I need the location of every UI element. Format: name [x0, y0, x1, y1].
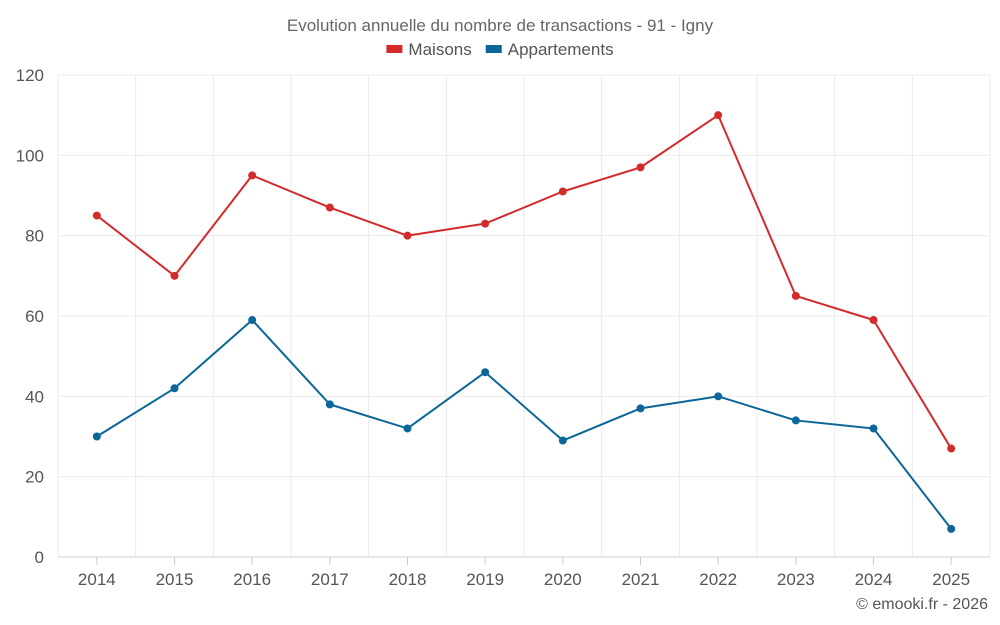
x-tick-label: 2014 — [78, 570, 116, 589]
data-point-maisons[interactable] — [403, 231, 412, 240]
x-tick-label: 2025 — [932, 570, 970, 589]
grid — [57, 74, 991, 558]
x-tick-label: 2019 — [466, 570, 504, 589]
data-point-appartements[interactable] — [403, 424, 412, 433]
y-tick-label: 60 — [25, 307, 44, 326]
data-point-maisons[interactable] — [481, 219, 490, 228]
data-point-appartements[interactable] — [869, 424, 878, 433]
data-point-maisons[interactable] — [636, 163, 645, 172]
y-tick-label: 20 — [25, 468, 44, 487]
data-point-maisons[interactable] — [170, 271, 179, 280]
x-axis: 2014 2015 2016 2017 2018 2019 2020 2021 2022 2023… — [78, 557, 970, 589]
data-point-appartements[interactable] — [714, 392, 723, 401]
x-tick-label: 2016 — [233, 570, 271, 589]
x-tick-label: 2018 — [389, 570, 427, 589]
y-tick-label: 80 — [25, 227, 44, 246]
data-point-maisons[interactable] — [714, 111, 723, 120]
legend-item-maisons[interactable]: Maisons — [386, 40, 472, 59]
x-tick-label: 2015 — [156, 570, 194, 589]
data-point-maisons[interactable] — [947, 444, 956, 453]
y-tick-label: 100 — [16, 146, 44, 165]
data-point-appartements[interactable] — [558, 436, 567, 445]
y-tick-label: 40 — [25, 387, 44, 406]
x-tick-label: 2024 — [855, 570, 893, 589]
data-point-maisons[interactable] — [92, 211, 101, 220]
y-tick-label: 0 — [35, 548, 44, 567]
legend: Maisons Appartements — [386, 40, 614, 59]
legend-label: Appartements — [508, 40, 614, 59]
plot-area — [92, 111, 956, 533]
y-tick-label: 120 — [16, 66, 44, 85]
credit-text: © emooki.fr - 2026 — [856, 596, 988, 613]
legend-label: Maisons — [408, 40, 471, 59]
data-point-maisons[interactable] — [558, 187, 567, 196]
x-tick-label: 2017 — [311, 570, 349, 589]
data-point-maisons[interactable] — [869, 316, 878, 325]
data-point-maisons[interactable] — [248, 171, 257, 180]
data-point-appartements[interactable] — [481, 368, 490, 377]
chart-title: Evolution annuelle du nombre de transact… — [287, 16, 714, 35]
x-tick-label: 2021 — [622, 570, 660, 589]
legend-swatch — [386, 45, 403, 53]
data-point-appartements[interactable] — [791, 416, 800, 425]
legend-item-appartements[interactable]: Appartements — [485, 40, 614, 59]
x-tick-label: 2022 — [699, 570, 737, 589]
data-point-appartements[interactable] — [170, 384, 179, 393]
x-tick-label: 2020 — [544, 570, 582, 589]
legend-swatch — [485, 45, 502, 53]
data-point-appartements[interactable] — [325, 400, 334, 409]
data-point-maisons[interactable] — [325, 203, 334, 212]
data-point-appartements[interactable] — [92, 432, 101, 441]
y-axis: 0 20 40 60 80 100 120 — [16, 66, 44, 567]
series-line-maisons — [96, 114, 953, 450]
data-point-appartements[interactable] — [248, 316, 257, 325]
data-point-appartements[interactable] — [636, 404, 645, 413]
series-line-appartements — [96, 319, 952, 530]
data-point-appartements[interactable] — [947, 524, 956, 533]
x-tick-label: 2023 — [777, 570, 815, 589]
data-point-maisons[interactable] — [791, 291, 800, 300]
